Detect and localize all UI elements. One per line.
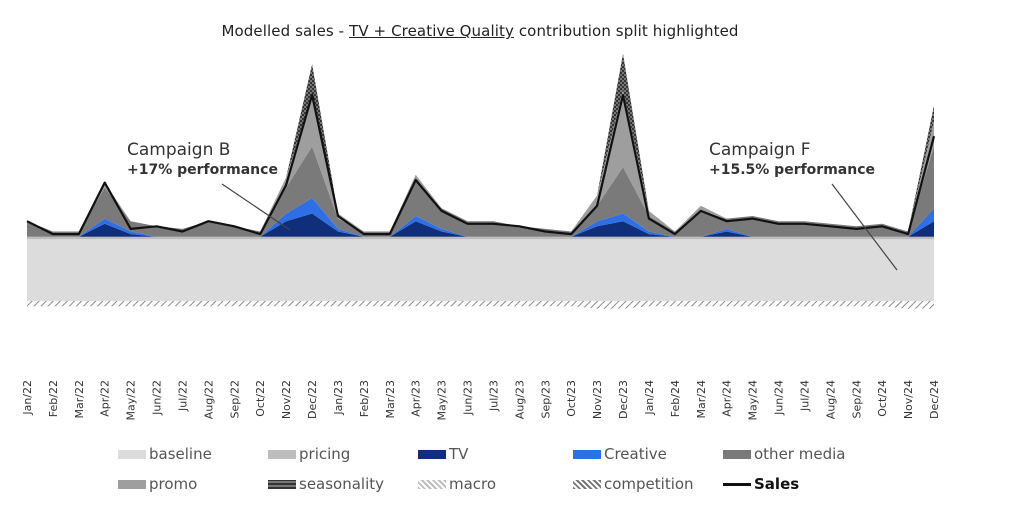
annotation-campaign-b: Campaign B +17% performance bbox=[127, 140, 291, 231]
legend-item: seasonality bbox=[268, 472, 384, 496]
legend-label: Creative bbox=[604, 445, 667, 463]
legend-swatch bbox=[118, 449, 146, 459]
x-tick-label: Nov/23 bbox=[591, 380, 604, 419]
x-tick-label: Oct/23 bbox=[565, 380, 578, 417]
sales-line bbox=[26, 93, 936, 236]
legend-swatch bbox=[573, 479, 601, 489]
legend-item: competition bbox=[573, 472, 694, 496]
legend: baseline pricing TV Creative other media prom… bbox=[118, 442, 1018, 512]
x-tick-label: Nov/22 bbox=[280, 380, 293, 419]
legend-label: Sales bbox=[754, 475, 800, 493]
x-tick-label: Aug/23 bbox=[513, 380, 526, 419]
x-tick-label: Feb/23 bbox=[358, 380, 371, 417]
chart-title: Modelled sales - TV + Creative Quality c… bbox=[0, 22, 960, 40]
legend-label: other media bbox=[754, 445, 846, 463]
x-tick-label: Sep/24 bbox=[850, 380, 863, 418]
title-highlight: TV + Creative Quality bbox=[349, 22, 514, 40]
annotation-perf: +15.5% performance bbox=[709, 162, 875, 178]
x-tick-label: Dec/23 bbox=[617, 380, 630, 419]
annotation-name: Campaign B bbox=[127, 140, 230, 160]
legend-swatch bbox=[418, 449, 446, 459]
x-tick-label: Jul/22 bbox=[176, 380, 189, 412]
area-baseline bbox=[27, 239, 934, 301]
area-promo bbox=[27, 89, 934, 232]
annotation-name: Campaign F bbox=[709, 140, 811, 160]
x-tick-label: Apr/22 bbox=[99, 380, 112, 417]
x-tick-label: Feb/24 bbox=[669, 380, 682, 417]
x-tick-label: Feb/22 bbox=[47, 380, 60, 417]
legend-item: other media bbox=[723, 442, 845, 466]
x-tick-label: Jan/22 bbox=[21, 380, 34, 416]
x-tick-label: Mar/22 bbox=[73, 380, 86, 418]
annotation-perf: +17% performance bbox=[127, 162, 278, 178]
title-suffix: contribution split highlighted bbox=[513, 22, 739, 40]
legend-label: competition bbox=[604, 475, 694, 493]
legend-item: pricing bbox=[268, 442, 350, 466]
area-chart: Jan/22 Feb/22 Mar/22 Apr/22 May/22 Jun/22 Jul/… bbox=[21, 53, 941, 420]
area-macro bbox=[27, 301, 934, 304]
area-competition bbox=[27, 303, 934, 309]
x-tick-label: May/24 bbox=[747, 380, 760, 420]
annotation-pointer bbox=[221, 183, 291, 231]
stacked-layers bbox=[26, 53, 936, 309]
legend-label: pricing bbox=[299, 445, 351, 463]
x-tick-label: Jan/24 bbox=[643, 380, 656, 416]
x-tick-label: Mar/23 bbox=[384, 380, 397, 418]
legend-label: promo bbox=[149, 475, 198, 493]
area-pricing bbox=[27, 236, 934, 240]
annotation-campaign-f: Campaign F +15.5% performance bbox=[709, 140, 898, 271]
legend-label: baseline bbox=[149, 445, 212, 463]
area-TV bbox=[27, 213, 934, 237]
legend-swatch bbox=[573, 449, 601, 459]
x-tick-label: Dec/24 bbox=[928, 380, 941, 419]
x-tick-label: Jun/23 bbox=[462, 380, 475, 416]
x-tick-label: Jun/24 bbox=[773, 380, 786, 416]
x-axis-ticks: Jan/22 Feb/22 Mar/22 Apr/22 May/22 Jun/22 Jul/… bbox=[21, 380, 941, 420]
x-tick-label: Sep/22 bbox=[228, 380, 241, 418]
x-tick-label: Oct/24 bbox=[876, 380, 889, 417]
x-tick-label: May/22 bbox=[125, 380, 138, 420]
x-tick-label: Aug/22 bbox=[202, 380, 215, 419]
legend-swatch bbox=[268, 479, 296, 489]
legend-item: Sales bbox=[723, 472, 799, 496]
legend-label: seasonality bbox=[299, 475, 385, 493]
x-tick-label: Mar/24 bbox=[695, 380, 708, 418]
legend-swatch bbox=[723, 482, 751, 486]
legend-label: TV bbox=[449, 445, 469, 463]
x-tick-label: Apr/23 bbox=[410, 380, 423, 417]
legend-item: baseline bbox=[118, 442, 212, 466]
x-tick-label: Jul/23 bbox=[487, 380, 500, 412]
legend-label: macro bbox=[449, 475, 497, 493]
x-tick-label: Jun/22 bbox=[151, 380, 164, 416]
x-tick-label: May/23 bbox=[436, 380, 449, 420]
x-tick-label: Dec/22 bbox=[306, 380, 319, 419]
legend-item: promo bbox=[118, 472, 197, 496]
x-tick-label: Jan/23 bbox=[332, 380, 345, 416]
x-tick-label: Apr/24 bbox=[721, 380, 734, 417]
legend-item: macro bbox=[418, 472, 496, 496]
x-tick-label: Sep/23 bbox=[539, 380, 552, 418]
legend-item: TV bbox=[418, 442, 468, 466]
legend-item: Creative bbox=[573, 442, 667, 466]
annotation-pointer bbox=[831, 183, 898, 271]
x-tick-label: Oct/22 bbox=[254, 380, 267, 417]
legend-swatch bbox=[118, 479, 146, 489]
title-prefix: Modelled sales - bbox=[221, 22, 350, 40]
legend-swatch bbox=[418, 479, 446, 489]
legend-swatch bbox=[268, 449, 296, 459]
x-tick-label: Jul/24 bbox=[798, 380, 811, 412]
legend-swatch bbox=[723, 449, 751, 459]
x-tick-label: Aug/24 bbox=[824, 380, 837, 419]
x-tick-label: Nov/24 bbox=[902, 380, 915, 419]
